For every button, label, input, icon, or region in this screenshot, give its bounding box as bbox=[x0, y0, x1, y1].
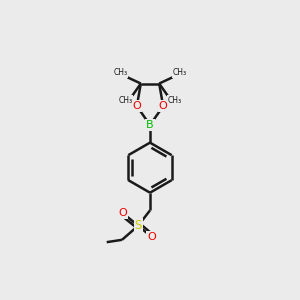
Text: B: B bbox=[146, 120, 154, 130]
Text: CH₃: CH₃ bbox=[168, 96, 182, 105]
Text: S: S bbox=[134, 219, 142, 232]
Text: O: O bbox=[133, 101, 141, 111]
Text: CH₃: CH₃ bbox=[172, 68, 187, 77]
Text: O: O bbox=[159, 101, 167, 111]
Text: CH₃: CH₃ bbox=[113, 68, 128, 77]
Text: CH₃: CH₃ bbox=[118, 96, 132, 105]
Text: O: O bbox=[147, 232, 156, 242]
Text: O: O bbox=[118, 208, 127, 218]
